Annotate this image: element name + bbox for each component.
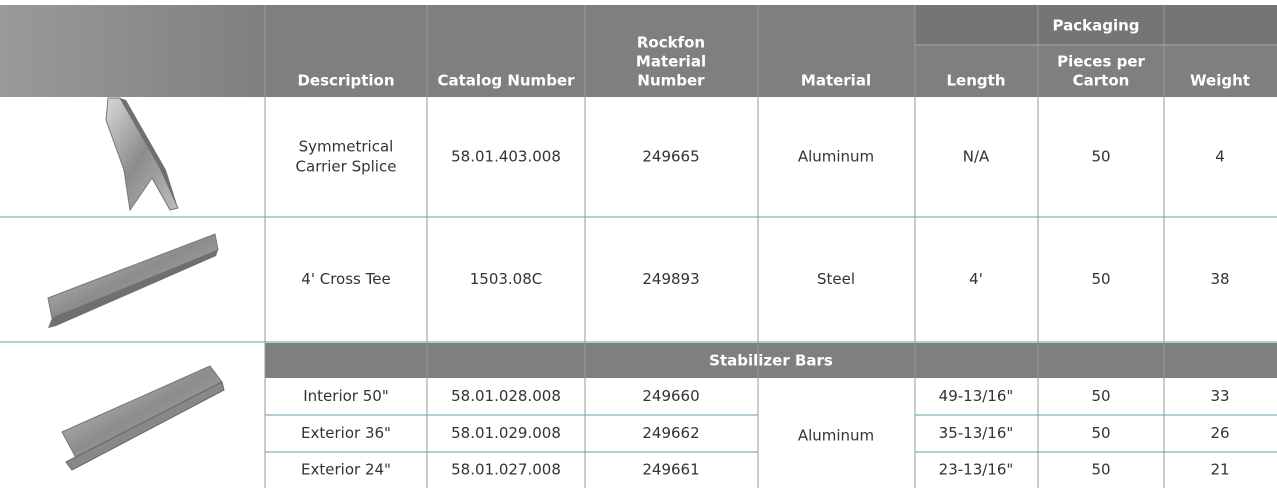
cell: 26 (1210, 424, 1229, 442)
cell: 58.01.403.008 (451, 148, 561, 166)
cell: 249660 (642, 387, 699, 405)
cell: 50 (1091, 148, 1110, 166)
column-header: Description (297, 72, 394, 90)
cell: 58.01.029.008 (451, 424, 561, 442)
cell: Carrier Splice (296, 158, 397, 176)
cell: 50 (1091, 270, 1110, 288)
column-header: Pieces per (1057, 53, 1145, 71)
cell: 50 (1091, 387, 1110, 405)
column-header: Material (801, 72, 871, 90)
cell: 38 (1210, 270, 1229, 288)
cell: Steel (817, 270, 855, 288)
packaging-bg (915, 5, 1277, 45)
cell: 249665 (642, 148, 699, 166)
cell: 249661 (642, 461, 699, 479)
column-header: Catalog Number (438, 72, 576, 90)
cell: 4' Cross Tee (301, 270, 390, 288)
cell: Aluminum (798, 148, 874, 166)
cell: Symmetrical (299, 138, 394, 156)
cell: Aluminum (798, 427, 874, 445)
cell: 249662 (642, 424, 699, 442)
cell: 33 (1210, 387, 1229, 405)
cell: 49-13/16" (939, 387, 1014, 405)
cell: N/A (963, 148, 990, 166)
column-header: Length (947, 72, 1006, 90)
cell: Exterior 36" (301, 424, 391, 442)
cell: 50 (1091, 461, 1110, 479)
group-header: Packaging (1053, 17, 1140, 35)
section-title: Stabilizer Bars (709, 352, 833, 370)
cell: 4' (969, 270, 983, 288)
cell: 249893 (642, 270, 699, 288)
cell: 58.01.027.008 (451, 461, 561, 479)
cell: 58.01.028.008 (451, 387, 561, 405)
header-bg (0, 5, 265, 97)
cell-bg (759, 378, 914, 488)
cell: Exterior 24" (301, 461, 391, 479)
column-header: Number (637, 72, 705, 90)
column-header: Weight (1190, 72, 1250, 90)
cell: 50 (1091, 424, 1110, 442)
column-header: Carton (1073, 72, 1130, 90)
column-header: Material (636, 53, 706, 71)
cell: 1503.08C (470, 270, 543, 288)
cell: 21 (1210, 461, 1229, 479)
cell: 4 (1215, 148, 1225, 166)
stabilizer-image (61, 365, 225, 471)
splice-image (105, 97, 179, 212)
cell: 23-13/16" (939, 461, 1014, 479)
cross-tee-image (47, 233, 219, 328)
cell: Interior 50" (303, 387, 388, 405)
cell: 35-13/16" (939, 424, 1014, 442)
section-bg (265, 343, 1277, 378)
column-header: Rockfon (637, 34, 705, 52)
